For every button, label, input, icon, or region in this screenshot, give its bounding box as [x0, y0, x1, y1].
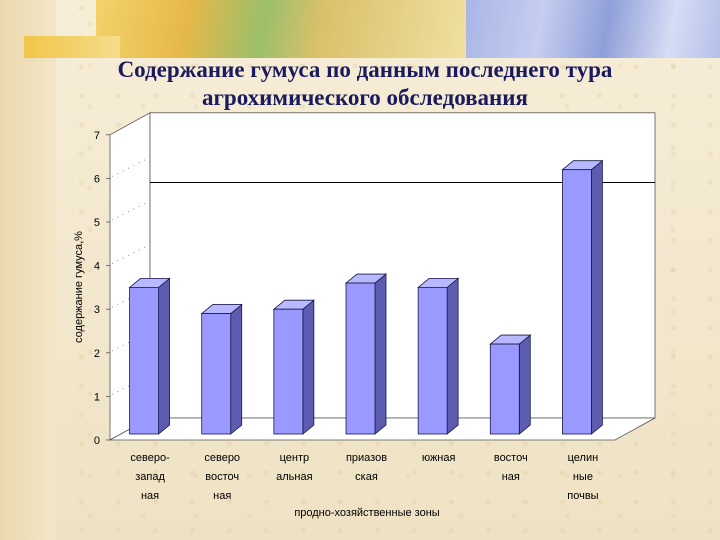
x-category-label: южная [422, 452, 456, 464]
bar [272, 299, 315, 435]
bar-side [518, 334, 531, 435]
y-depth-gridline [111, 376, 149, 395]
y-depth-gridline [111, 332, 149, 352]
left-decor-stripe [0, 0, 56, 540]
x-category-label-line: альная [276, 471, 312, 483]
y-tick-label: 2 [94, 348, 100, 360]
bar-front [562, 169, 592, 435]
x-category-label-line: запад [135, 471, 165, 483]
bar [417, 277, 460, 435]
x-category-label: приазов ская [346, 452, 387, 483]
bar [200, 303, 243, 435]
bar [561, 159, 604, 435]
y-depth-gridline [111, 288, 149, 308]
y-tick-label: 1 [94, 391, 100, 403]
y-axis: 0 1 2 3 4 5 6 7 [94, 130, 149, 447]
bar-side [374, 273, 387, 435]
bar-front [129, 286, 159, 435]
y-tick-label: 6 [94, 173, 100, 185]
y-tick-label: 0 [94, 435, 100, 447]
bar-side [230, 303, 243, 435]
bar-front [273, 308, 304, 435]
bar-side [446, 277, 459, 435]
bar-front [417, 286, 448, 435]
y-depth-gridline [111, 201, 149, 221]
top-banner-accent [24, 36, 120, 58]
top-banner-blue [466, 0, 720, 58]
y-depth-gridline [111, 158, 149, 177]
x-axis-title: продно-хозяйственные зоны [294, 507, 439, 519]
x-category-label: целин ные почвы [567, 452, 598, 502]
y-tick-label: 3 [94, 304, 100, 316]
x-category-label-line: северо [204, 452, 240, 464]
slide-title-line2: агрохимического обследования [201, 85, 529, 110]
top-banner-floral [96, 0, 466, 58]
x-category-label-line: почвы [567, 490, 598, 502]
bars [128, 159, 604, 435]
bar [489, 334, 532, 435]
x-category-label-line: ная [502, 471, 520, 483]
x-category-label-line: приазов [346, 452, 387, 464]
bar [344, 273, 388, 435]
x-category-label-line: ная [141, 490, 159, 502]
x-category-label-line: ская [355, 471, 378, 483]
bar-front [201, 313, 232, 435]
y-tick-label: 5 [94, 217, 100, 229]
x-category-label-line: восточ [494, 452, 528, 464]
y-axis-title: содержание гумуса,% [73, 231, 85, 343]
y-tick-label: 7 [94, 130, 100, 142]
x-category-label-line: ная [213, 490, 231, 502]
x-category-label-line: центр [280, 452, 310, 464]
x-category-label: северо восточ ная [204, 452, 240, 502]
x-category-label-line: северо- [130, 452, 170, 464]
x-category-label-line: целин [568, 452, 599, 464]
bar-front [345, 282, 376, 435]
bar-side [158, 277, 170, 435]
bar [128, 277, 171, 435]
x-category-label-line: южная [422, 452, 456, 464]
bar-front [489, 343, 520, 435]
slide-title: Содержание гумуса по данным последнего т… [40, 56, 690, 112]
x-category-label-line: восточ [205, 471, 239, 483]
x-axis-labels: северо-запад ная северо восточ ная центр альна… [130, 452, 598, 502]
x-category-label: северо-запад ная [130, 452, 170, 502]
x-category-label: центр альная [276, 452, 312, 483]
x-category-label: восточ ная [494, 452, 528, 483]
slide-title-line1: Содержание гумуса по данным последнего т… [117, 57, 613, 82]
y-tick-label: 4 [94, 261, 100, 273]
x-category-label-line: ные [573, 471, 593, 483]
y-depth-gridline [111, 245, 149, 264]
bar-side [591, 159, 603, 435]
bar-side [302, 299, 315, 435]
